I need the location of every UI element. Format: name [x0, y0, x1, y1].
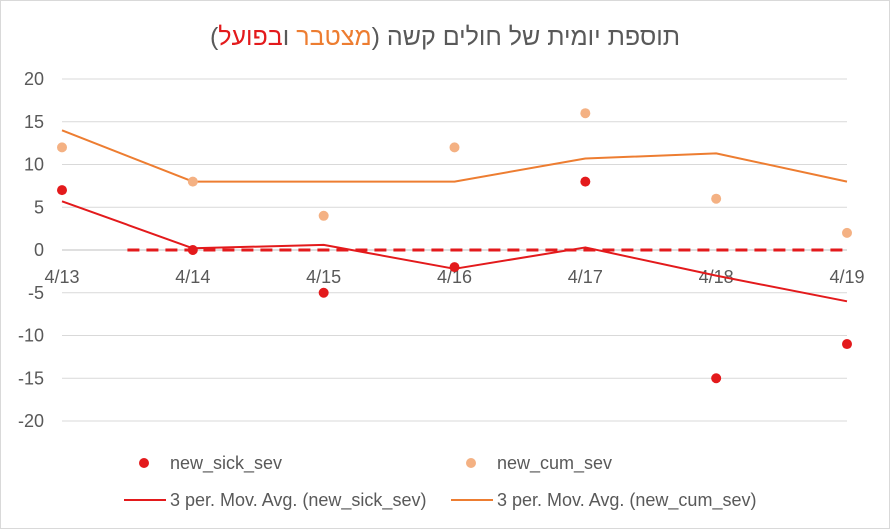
data-point-new_sick_sev [187, 245, 198, 255]
data-point-new_cum_sev [318, 210, 329, 221]
legend-marker-new_sick_sev [139, 458, 149, 468]
data-point-new_sick_sev [580, 176, 591, 187]
y-tick-label: -10 [18, 326, 44, 346]
y-tick-label: -15 [18, 368, 44, 388]
x-tick-label: 4/16 [437, 267, 472, 287]
y-tick-label: 10 [24, 155, 44, 175]
y-tick-label: -5 [28, 283, 44, 303]
chart-title: תוספת יומית של חולים קשה (מצטבר ובפועל) [1, 19, 889, 55]
x-tick-label: 4/17 [568, 267, 603, 287]
legend-label: new_cum_sev [497, 453, 612, 474]
data-point-new_cum_sev [580, 108, 591, 119]
y-tick-label: 15 [24, 112, 44, 132]
data-point-new_sick_sev [449, 262, 460, 273]
x-tick-label: 4/18 [699, 267, 734, 287]
data-point-new_cum_sev [57, 142, 67, 153]
x-tick-label: 4/14 [175, 267, 210, 287]
moving-average-line-3 [61, 129, 848, 183]
data-point-new_cum_sev [449, 142, 460, 153]
data-point-new_sick_sev [57, 185, 67, 196]
chart-title-middle: ו [282, 23, 297, 51]
data-point-new_cum_sev [187, 176, 198, 187]
data-point-new_sick_sev [318, 287, 329, 298]
y-tick-label: 20 [24, 69, 44, 89]
chart-title-cumulative-word: מצטבר [296, 23, 372, 51]
legend-label: 3 per. Mov. Avg. (new_sick_sev) [170, 490, 426, 511]
x-tick-label: 4/15 [306, 267, 341, 287]
data-point-new_sick_sev [711, 373, 722, 384]
legend-label: new_sick_sev [170, 453, 282, 474]
chart-title-actual-word: בפועל [218, 23, 283, 51]
data-point-new_cum_sev [842, 227, 852, 238]
y-tick-label: 5 [34, 197, 44, 217]
data-point-new_sick_sev [842, 339, 852, 350]
data-point-new_cum_sev [711, 193, 722, 204]
legend-marker-new_cum_sev [466, 458, 476, 468]
legend-label: 3 per. Mov. Avg. (new_cum_sev) [497, 490, 756, 511]
x-tick-label: 4/13 [44, 267, 79, 287]
chart-title-prefix: תוספת יומית של חולים קשה ( [371, 23, 681, 51]
y-tick-label: 0 [34, 240, 44, 260]
x-tick-label: 4/19 [829, 267, 864, 287]
chart-title-suffix: ) [209, 23, 219, 51]
y-tick-label: -20 [18, 411, 44, 431]
